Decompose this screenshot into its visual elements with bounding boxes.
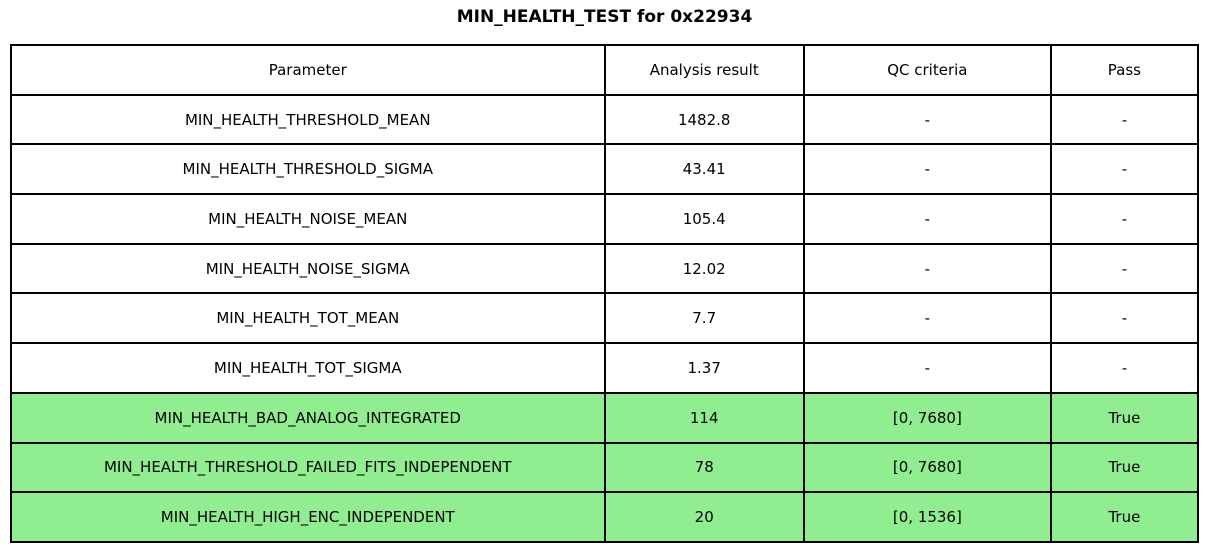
cell-pass: - (1049, 193, 1200, 245)
cell-analysis-result: 1.37 (603, 342, 805, 394)
cell-pass: - (1049, 342, 1200, 394)
cell-qc-criteria: [0, 7680] (802, 441, 1052, 494)
cell-pass: True (1049, 491, 1200, 543)
table-row: MIN_HEALTH_BAD_ANALOG_INTEGRATED 114 [0,… (10, 391, 1200, 444)
table-row: MIN_HEALTH_HIGH_ENC_INDEPENDENT 20 [0, 1… (10, 491, 1200, 543)
table-row: MIN_HEALTH_NOISE_MEAN 105.4 - - (10, 193, 1200, 245)
cell-parameter: MIN_HEALTH_BAD_ANALOG_INTEGRATED (10, 391, 606, 444)
cell-qc-criteria: - (802, 93, 1052, 146)
cell-qc-criteria: - (802, 292, 1052, 345)
cell-analysis-result: 12.02 (603, 242, 805, 295)
cell-pass: - (1049, 93, 1200, 146)
cell-pass: - (1049, 292, 1200, 345)
table-row: MIN_HEALTH_TOT_SIGMA 1.37 - - (10, 342, 1200, 394)
cell-parameter: MIN_HEALTH_HIGH_ENC_INDEPENDENT (10, 491, 606, 543)
cell-pass: True (1049, 441, 1200, 494)
cell-analysis-result: 114 (603, 391, 805, 444)
cell-parameter: MIN_HEALTH_NOISE_SIGMA (10, 242, 606, 295)
header-pass: Pass (1049, 44, 1200, 96)
cell-qc-criteria: [0, 7680] (802, 391, 1052, 444)
cell-qc-criteria: [0, 1536] (802, 491, 1052, 543)
cell-parameter: MIN_HEALTH_NOISE_MEAN (10, 193, 606, 245)
cell-qc-criteria: - (802, 193, 1052, 245)
header-analysis-result: Analysis result (603, 44, 805, 96)
cell-parameter: MIN_HEALTH_THRESHOLD_FAILED_FITS_INDEPEN… (10, 441, 606, 494)
cell-pass: - (1049, 143, 1200, 196)
header-row: Parameter Analysis result QC criteria Pa… (10, 44, 1200, 96)
table-body: MIN_HEALTH_THRESHOLD_MEAN 1482.8 - - MIN… (10, 93, 1200, 543)
cell-analysis-result: 1482.8 (603, 93, 805, 146)
table-row: MIN_HEALTH_THRESHOLD_SIGMA 43.41 - - (10, 143, 1200, 196)
cell-pass: - (1049, 242, 1200, 295)
qc-results-table: Parameter Analysis result QC criteria Pa… (10, 44, 1200, 543)
cell-qc-criteria: - (802, 342, 1052, 394)
cell-parameter: MIN_HEALTH_THRESHOLD_MEAN (10, 93, 606, 146)
cell-parameter: MIN_HEALTH_TOT_SIGMA (10, 342, 606, 394)
cell-qc-criteria: - (802, 143, 1052, 196)
table-row: MIN_HEALTH_NOISE_SIGMA 12.02 - - (10, 242, 1200, 295)
table-row: MIN_HEALTH_THRESHOLD_FAILED_FITS_INDEPEN… (10, 441, 1200, 494)
table-row: MIN_HEALTH_THRESHOLD_MEAN 1482.8 - - (10, 93, 1200, 146)
cell-analysis-result: 7.7 (603, 292, 805, 345)
cell-pass: True (1049, 391, 1200, 444)
table-row: MIN_HEALTH_TOT_MEAN 7.7 - - (10, 292, 1200, 345)
header-qc-criteria: QC criteria (802, 44, 1052, 96)
cell-analysis-result: 78 (603, 441, 805, 494)
cell-parameter: MIN_HEALTH_THRESHOLD_SIGMA (10, 143, 606, 196)
cell-parameter: MIN_HEALTH_TOT_MEAN (10, 292, 606, 345)
header-parameter: Parameter (10, 44, 606, 96)
cell-analysis-result: 20 (603, 491, 805, 543)
cell-analysis-result: 105.4 (603, 193, 805, 245)
cell-analysis-result: 43.41 (603, 143, 805, 196)
cell-qc-criteria: - (802, 242, 1052, 295)
page-title: MIN_HEALTH_TEST for 0x22934 (456, 7, 753, 27)
